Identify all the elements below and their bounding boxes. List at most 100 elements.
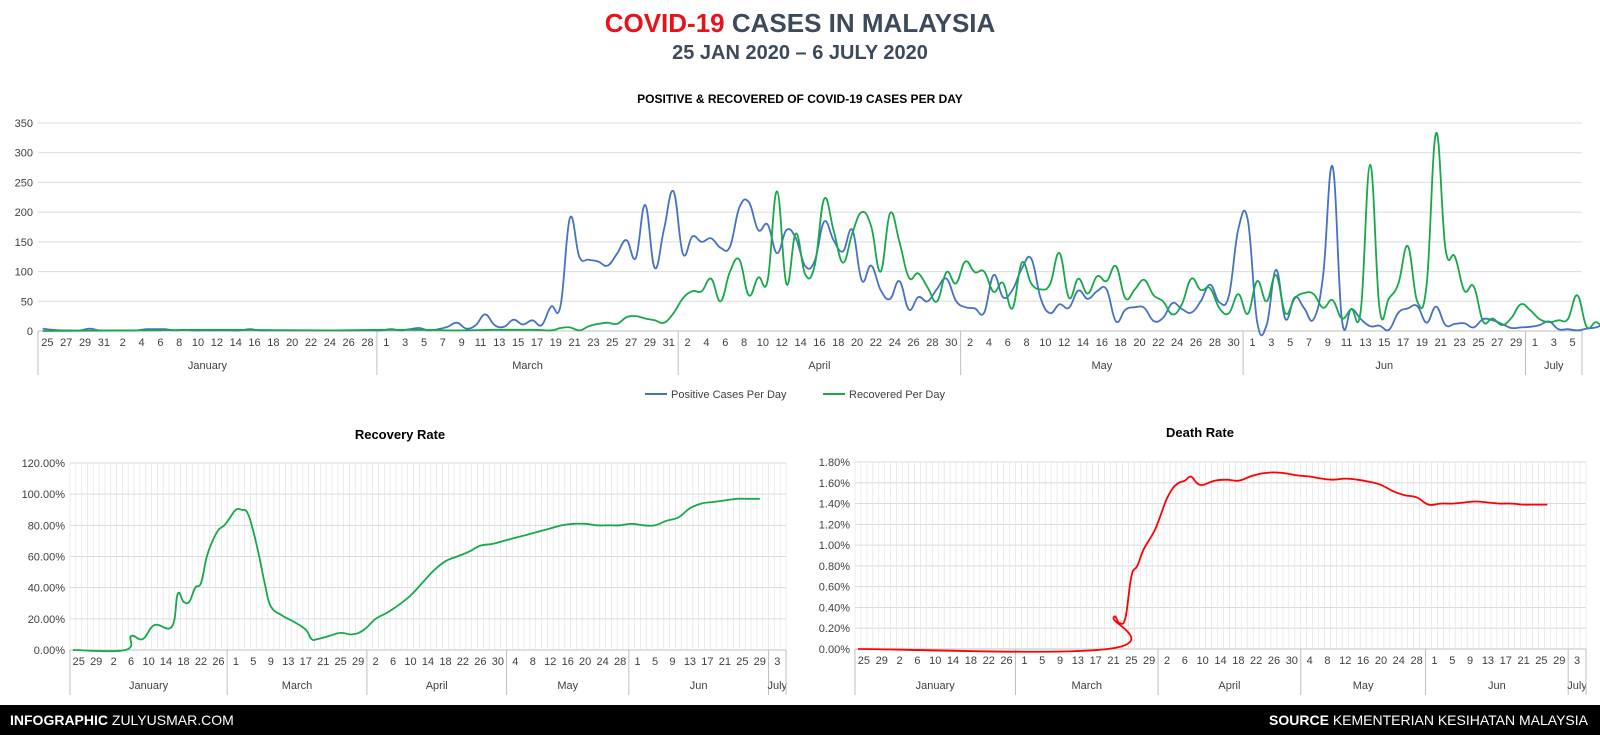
x-tick-label: 21	[569, 337, 581, 349]
x-tick-label: 14	[947, 655, 959, 667]
x-tick-label: 20	[286, 337, 298, 349]
x-group-label: Jun	[1488, 680, 1506, 692]
x-tick-label: 29	[876, 655, 888, 667]
x-group-label: January	[129, 680, 169, 692]
x-tick-label: 26	[474, 656, 486, 668]
x-tick-label: 28	[361, 337, 373, 349]
x-tick-label: 17	[701, 656, 713, 668]
x-tick-label: 24	[1393, 655, 1405, 667]
x-tick-label: 9	[669, 656, 675, 668]
x-tick-label: 29	[1553, 655, 1565, 667]
x-tick-label: 10	[929, 655, 941, 667]
x-tick-label: 10	[1197, 655, 1209, 667]
x-tick-label: 3	[402, 337, 408, 349]
x-group-label: July	[767, 680, 787, 692]
x-tick-label: 22	[1250, 655, 1262, 667]
x-tick-label: 16	[813, 337, 825, 349]
x-tick-label: 22	[870, 337, 882, 349]
x-tick-label: 5	[250, 656, 256, 668]
x-tick-label: 9	[268, 656, 274, 668]
x-tick-label: 23	[1453, 337, 1465, 349]
x-group-label: April	[426, 680, 448, 692]
x-tick-label: 22	[457, 656, 469, 668]
x-tick-label: 12	[211, 337, 223, 349]
x-tick-label: 10	[142, 656, 154, 668]
footer-credit: INFOGRAPHIC ZULYUSMAR.COM	[10, 712, 234, 728]
y-tick-label: 0.00%	[819, 644, 850, 656]
x-tick-label: 29	[352, 656, 364, 668]
x-tick-label: 1	[383, 337, 389, 349]
x-tick-label: 13	[684, 656, 696, 668]
x-tick-label: 4	[986, 337, 992, 349]
x-tick-label: 3	[1574, 655, 1580, 667]
x-tick-label: 25	[1125, 655, 1137, 667]
x-tick-label: 22	[1152, 337, 1164, 349]
x-tick-label: 25	[335, 656, 347, 668]
y-tick-label: 0	[27, 326, 33, 338]
x-tick-label: 26	[1190, 337, 1202, 349]
x-tick-label: 26	[1268, 655, 1280, 667]
x-tick-label: 2	[685, 337, 691, 349]
x-tick-label: 14	[1214, 655, 1226, 667]
x-tick-label: 3	[774, 656, 780, 668]
x-tick-label: 5	[652, 656, 658, 668]
x-tick-label: 20	[851, 337, 863, 349]
x-tick-label: 27	[625, 337, 637, 349]
y-tick-label: 100.00%	[22, 489, 66, 501]
x-tick-label: 29	[1510, 337, 1522, 349]
x-tick-label: 1	[233, 656, 239, 668]
x-tick-label: 4	[138, 337, 144, 349]
x-tick-label: 14	[794, 337, 806, 349]
x-tick-label: 22	[305, 337, 317, 349]
x-tick-label: 5	[1570, 337, 1576, 349]
x-tick-label: 22	[195, 656, 207, 668]
x-tick-label: 21	[719, 656, 731, 668]
title-rest: CASES IN MALAYSIA	[724, 8, 996, 38]
x-tick-label: 10	[404, 656, 416, 668]
page-title: COVID-19 CASES IN MALAYSIA	[0, 8, 1600, 39]
y-tick-label: 1.40%	[819, 499, 850, 511]
y-tick-label: 1.60%	[819, 478, 850, 490]
x-tick-label: 2	[111, 656, 117, 668]
x-tick-label: 16	[1096, 337, 1108, 349]
x-tick-label: 10	[757, 337, 769, 349]
x-tick-label: 5	[1287, 337, 1293, 349]
x-tick-label: 14	[422, 656, 434, 668]
x-group-label: January	[916, 680, 956, 692]
x-tick-label: 17	[531, 337, 543, 349]
legend-label: Positive Cases Per Day	[671, 389, 787, 401]
y-tick-label: 0.20%	[819, 623, 850, 635]
x-tick-label: 29	[1143, 655, 1155, 667]
x-tick-label: 8	[741, 337, 747, 349]
footer-source-label: SOURCE	[1269, 712, 1329, 728]
x-tick-label: 22	[983, 655, 995, 667]
x-tick-label: 2	[373, 656, 379, 668]
x-group-label: April	[808, 360, 830, 372]
x-tick-label: 2	[120, 337, 126, 349]
x-tick-label: 30	[945, 337, 957, 349]
x-tick-label: 16	[248, 337, 260, 349]
x-tick-label: 24	[1171, 337, 1183, 349]
x-tick-label: 8	[176, 337, 182, 349]
x-tick-label: 23	[587, 337, 599, 349]
x-tick-label: 14	[230, 337, 242, 349]
x-tick-label: 12	[544, 656, 556, 668]
x-tick-label: 5	[421, 337, 427, 349]
x-tick-label: 10	[1039, 337, 1051, 349]
x-tick-label: 1	[1431, 655, 1437, 667]
x-tick-label: 1	[1249, 337, 1255, 349]
x-tick-label: 29	[754, 656, 766, 668]
chart-title: Death Rate	[1166, 425, 1234, 440]
x-tick-label: 21	[1107, 655, 1119, 667]
x-group-label: January	[188, 360, 228, 372]
x-tick-label: 7	[440, 337, 446, 349]
x-tick-label: 12	[1058, 337, 1070, 349]
x-tick-label: 9	[1325, 337, 1331, 349]
x-tick-label: 2	[897, 655, 903, 667]
x-tick-label: 21	[1435, 337, 1447, 349]
x-group-label: Jun	[690, 680, 708, 692]
x-tick-label: 1	[1021, 655, 1027, 667]
x-group-label: March	[282, 680, 313, 692]
x-tick-label: 29	[644, 337, 656, 349]
x-tick-label: 9	[459, 337, 465, 349]
